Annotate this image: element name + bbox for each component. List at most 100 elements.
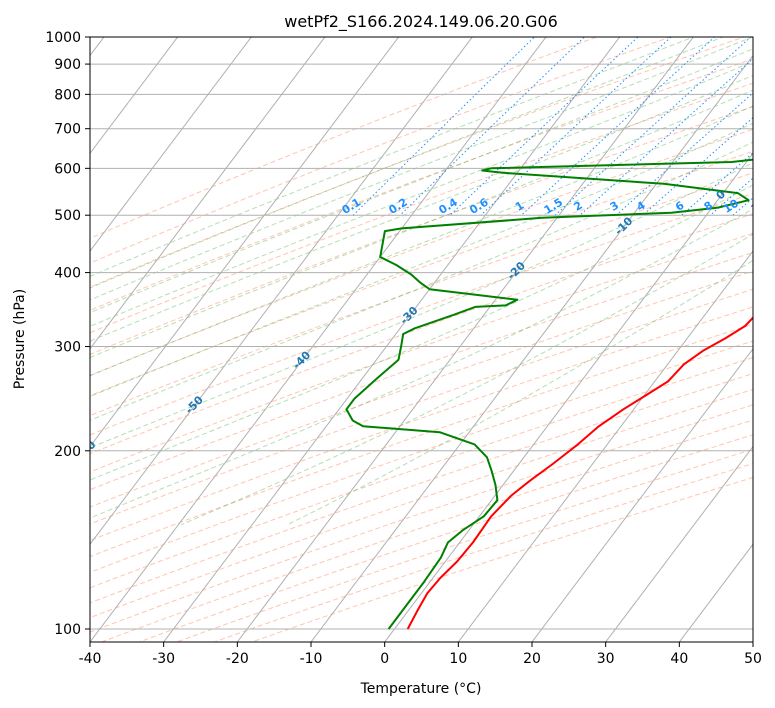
moist-adiabat-line [90, 37, 725, 289]
isotherm-line [752, 641, 753, 642]
y-tick-label: 100 [54, 622, 81, 638]
dry-adiabat-line [90, 82, 753, 334]
dry-adiabat-line [90, 251, 753, 491]
isotherm-line [90, 37, 252, 252]
dry-adiabat-line [90, 172, 753, 417]
x-tick-label: 10 [449, 651, 467, 667]
isotherm-line [90, 37, 473, 546]
mixing-ratio-label: 13 [748, 197, 768, 216]
isotherm-line [531, 347, 753, 642]
mixing-ratio-line [615, 92, 753, 216]
mixing-ratio-line [521, 37, 716, 216]
moist-adiabat-line [90, 208, 753, 519]
isotherm-label: -40 [290, 348, 313, 371]
dewpoint-profile-line [345, 158, 753, 630]
dry-adiabat-line [90, 37, 598, 239]
temperature-profile-line [406, 316, 753, 630]
x-tick-label: 40 [670, 651, 688, 667]
dry-adiabat-line [90, 404, 753, 633]
moist-adiabat-line [90, 122, 753, 398]
mixing-ratio-line [732, 197, 753, 216]
mixing-ratio-label: 16 [771, 196, 775, 215]
isotherm-line [163, 37, 621, 642]
dry-adiabat-line [90, 357, 753, 589]
mixing-ratio-line [579, 58, 753, 216]
y-tick-label: 800 [54, 87, 81, 103]
moist-adiabat-line [90, 37, 753, 301]
moist-adiabat-line [90, 105, 753, 377]
x-tick-label: -40 [79, 651, 102, 667]
y-tick-label: 400 [54, 266, 81, 282]
mixing-ratio-line [760, 13, 775, 216]
moist-adiabat-line [90, 162, 753, 449]
mixing-ratio-line [709, 177, 753, 216]
isotherm-line [90, 37, 179, 155]
x-tick-label: 20 [523, 651, 541, 667]
mixing-ratio-line [480, 37, 672, 216]
isotherm-line [605, 445, 753, 642]
x-tick-label: 50 [744, 651, 762, 667]
mixing-ratio-label: 1 [513, 199, 526, 214]
isotherm-label: -60 [75, 438, 98, 461]
x-axis-label: Temperature (°C) [360, 681, 482, 697]
y-tick-label: 900 [54, 57, 81, 73]
dry-adiabat-line [90, 306, 753, 542]
dry-adiabat-line [90, 128, 753, 376]
dry-adiabat-line [90, 373, 753, 604]
moist-adiabat-line [90, 74, 753, 342]
moist-adiabat-line [90, 61, 753, 327]
isotherm-line [310, 54, 753, 642]
profile-series [345, 158, 753, 630]
moist-adiabat-line [90, 184, 753, 481]
dry-adiabat-line [90, 288, 753, 525]
isotherm-line [678, 543, 753, 642]
mixing-ratio-line [642, 116, 753, 216]
dry-adiabat-line [90, 37, 746, 288]
mixing-ratio-label: 0.4 [436, 195, 460, 217]
dry-adiabat-line [90, 213, 753, 455]
y-tick-label: 300 [54, 340, 81, 356]
y-axis-label: Pressure (hPa) [12, 289, 28, 389]
isotherm-line [90, 37, 400, 448]
x-tick-label: 30 [597, 651, 615, 667]
dry-adiabat-line [90, 232, 753, 473]
y-tick-label: 200 [54, 444, 81, 460]
mixing-ratio-line [399, 37, 586, 216]
mixing-ratio-label: 3 [608, 199, 621, 214]
isotherm-label: -30 [397, 304, 420, 327]
y-tick-label: 500 [54, 208, 81, 224]
isotherm-line [90, 37, 326, 350]
dry-adiabat-line [90, 150, 753, 397]
isotherm-line [384, 152, 753, 642]
chart-title: wetPf2_S166.2024.149.06.20.G06 [284, 12, 558, 32]
plot-frame [89, 36, 754, 643]
axes: -40 -30 -20 -10 0 10 20 30 40 5010020030040050060… [45, 30, 762, 667]
isotherm-label: -50 [183, 393, 206, 416]
dry-adiabat-line [90, 192, 753, 436]
dry-adiabat-line [90, 340, 753, 573]
y-tick-label: 600 [54, 161, 81, 177]
isotherm-label: 0 [714, 188, 729, 203]
mixing-ratio-line [681, 152, 753, 216]
mixing-ratio-line [352, 37, 536, 216]
dry-adiabat-line [90, 37, 672, 264]
dry-adiabat-line [90, 106, 753, 356]
x-tick-label: 0 [380, 651, 389, 667]
isotherm-line [236, 37, 694, 642]
dry-adiabat-line [137, 434, 753, 642]
isotherm-line [90, 37, 547, 642]
moist-adiabat-line [90, 37, 695, 277]
dry-adiabat-line [90, 58, 753, 311]
background-lines [90, 13, 775, 642]
mixing-ratio-label: 2 [571, 199, 584, 214]
x-tick-label: -10 [300, 651, 323, 667]
dry-adiabat-line [90, 270, 753, 508]
x-tick-label: -20 [226, 651, 249, 667]
moist-adiabat-line [90, 141, 753, 421]
mixing-ratio-label: 0.1 [340, 196, 363, 217]
mixing-ratio-label: 4 [634, 199, 648, 214]
x-tick-label: -30 [152, 651, 175, 667]
isotherm-line [457, 250, 753, 642]
